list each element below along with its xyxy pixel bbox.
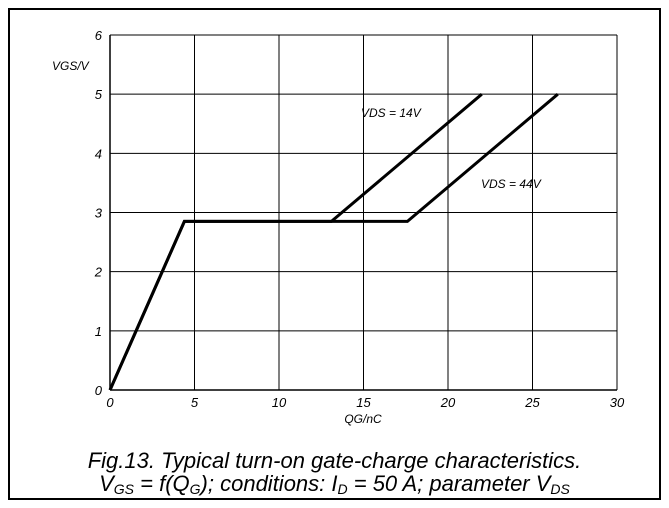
caption-part: V	[99, 471, 114, 496]
x-tick-label: 25	[524, 395, 540, 410]
y-tick-label: 4	[95, 146, 102, 161]
caption-subscript: GS	[113, 481, 135, 497]
caption-subscript: DS	[550, 481, 570, 497]
y-tick-label: 3	[95, 206, 103, 221]
annotation-vds-44v: VDS = 44V	[481, 177, 542, 191]
figure-caption-title: Fig.13. Typical turn-on gate-charge char…	[87, 448, 582, 473]
x-tick-label: 30	[610, 395, 625, 410]
caption-subscript: D	[337, 481, 348, 497]
series-line-vds-14v	[108, 93, 483, 391]
y-tick-label: 2	[94, 265, 103, 280]
y-tick-label: 5	[95, 87, 103, 102]
caption-part: = 50 A; parameter V	[347, 471, 551, 496]
x-tick-label: 20	[440, 395, 456, 410]
figure-frame	[8, 8, 661, 500]
x-tick-label: 15	[356, 395, 371, 410]
y-tick-label: 1	[95, 324, 102, 339]
y-axis-label: VGS/V	[52, 59, 90, 73]
annotation-vds-14v: VDS = 14V	[361, 106, 422, 120]
figure-caption-conditions: VGS = f(QG); conditions: ID = 50 A; para…	[0, 471, 669, 497]
caption-subscript: G	[189, 481, 201, 497]
caption-part: = f(Q	[134, 471, 190, 496]
x-tick-label: 5	[191, 395, 199, 410]
caption-part: ); conditions: I	[200, 471, 338, 496]
y-tick-label: 6	[95, 28, 103, 43]
x-tick-label: 10	[272, 395, 287, 410]
x-axis-label: QG/nC	[344, 412, 382, 426]
series-line-vds-44v	[108, 93, 559, 391]
y-tick-label: 0	[95, 383, 103, 398]
gate-charge-chart: 0 5 10 15 20 25 30 0 1 2 3 4 5 6 VGS/V QG/nC VDS = 14…	[52, 28, 625, 426]
x-tick-label: 0	[106, 395, 114, 410]
